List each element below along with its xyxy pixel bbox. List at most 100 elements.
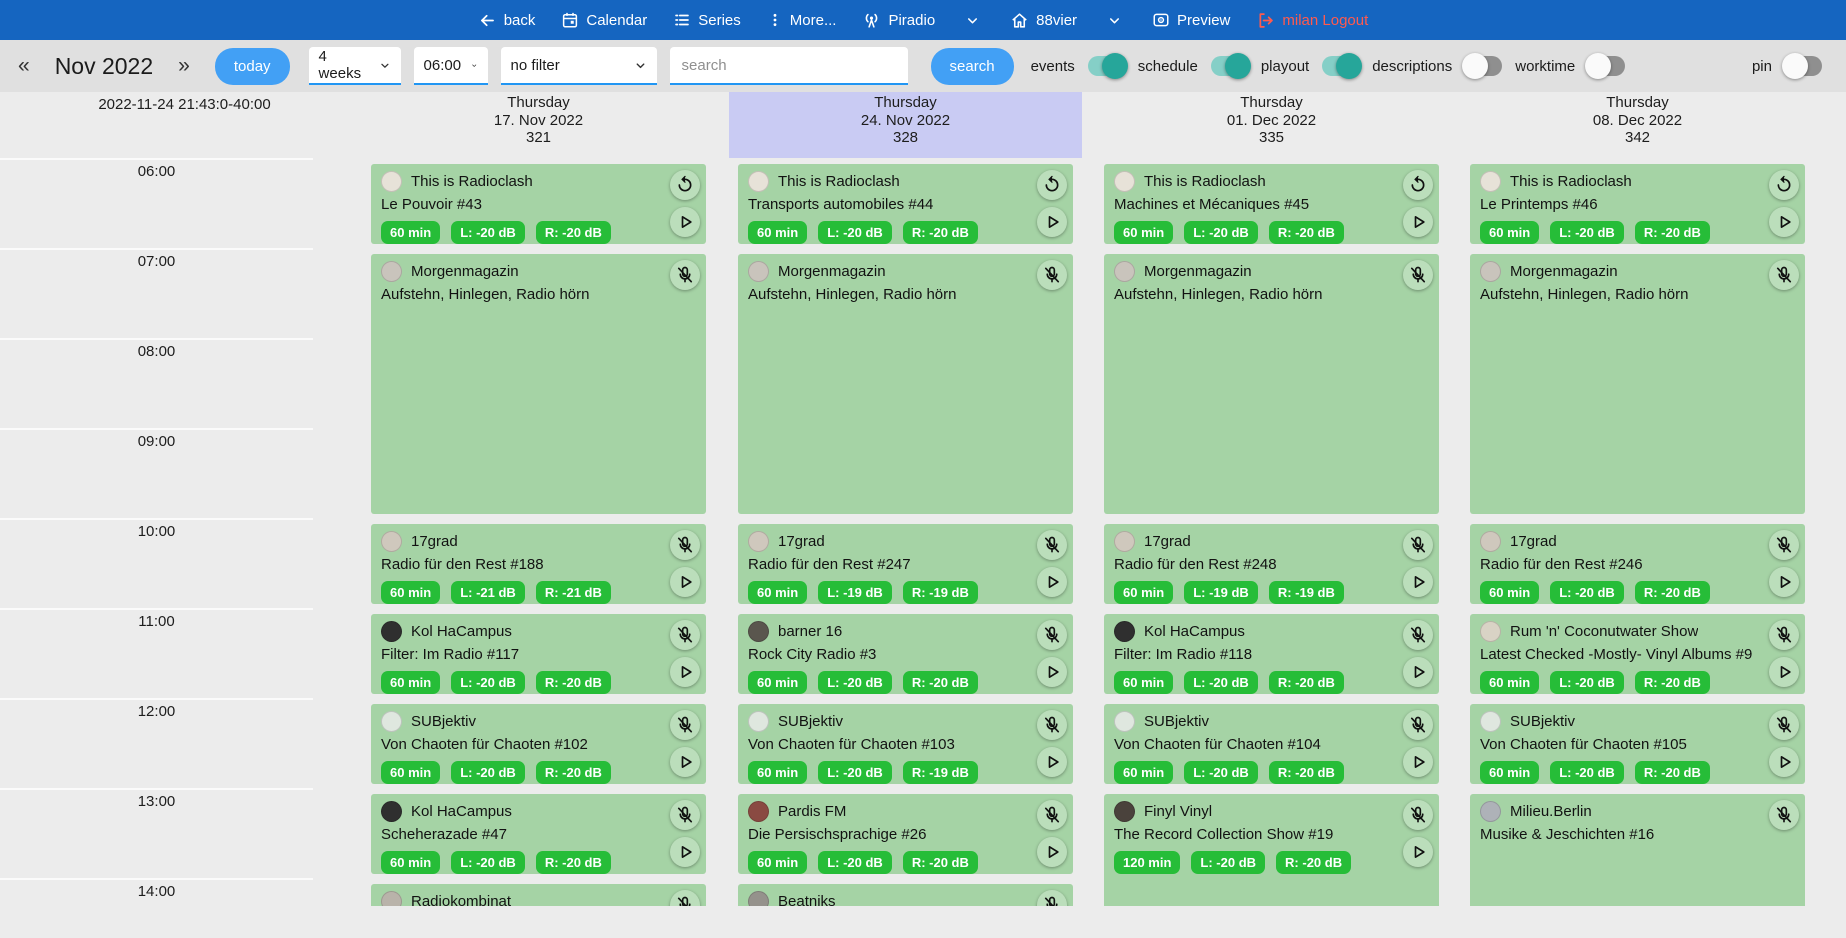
play-button[interactable] xyxy=(670,747,700,777)
next-month-button[interactable]: » xyxy=(178,54,190,77)
mic-off-icon[interactable] xyxy=(1037,530,1067,560)
play-button[interactable] xyxy=(670,207,700,237)
event-card[interactable]: Finyl Vinyl The Record Collection Show #1… xyxy=(1104,794,1439,906)
mic-off-icon[interactable] xyxy=(1403,530,1433,560)
play-button[interactable] xyxy=(1769,747,1799,777)
mic-off-icon[interactable] xyxy=(1769,710,1799,740)
show-avatar xyxy=(381,261,402,282)
event-card[interactable]: Rum 'n' Coconutwater Show Latest Checked … xyxy=(1470,614,1805,694)
play-button[interactable] xyxy=(1037,567,1067,597)
event-card[interactable]: SUBjektiv Von Chaoten für Chaoten #104 60 … xyxy=(1104,704,1439,784)
event-card[interactable]: SUBjektiv Von Chaoten für Chaoten #105 60 … xyxy=(1470,704,1805,784)
mic-off-icon[interactable] xyxy=(1403,620,1433,650)
mic-off-icon[interactable] xyxy=(670,530,700,560)
logout-button[interactable]: milan Logout xyxy=(1256,11,1368,30)
play-button[interactable] xyxy=(1403,747,1433,777)
start-time-select[interactable]: 06:00 xyxy=(413,47,488,85)
mic-off-icon[interactable] xyxy=(670,890,700,906)
event-card[interactable]: barner 16 Rock City Radio #3 60 min L: -20 … xyxy=(738,614,1073,694)
mic-off-icon[interactable] xyxy=(1769,620,1799,650)
mic-off-icon[interactable] xyxy=(670,800,700,830)
mic-off-icon[interactable] xyxy=(1403,800,1433,830)
play-button[interactable] xyxy=(1403,657,1433,687)
level-badge: R: -20 dB xyxy=(1268,221,1344,244)
mic-off-icon[interactable] xyxy=(1403,710,1433,740)
nav-more[interactable]: More... xyxy=(767,11,836,29)
back-button[interactable]: back xyxy=(478,11,535,30)
event-card[interactable]: This is Radioclash Le Pouvoir #43 60 min L:… xyxy=(371,164,706,244)
prev-month-button[interactable]: « xyxy=(18,54,30,77)
event-card[interactable]: Morgenmagazin Aufstehn, Hinlegen, Radio h… xyxy=(738,254,1073,514)
today-button[interactable]: today xyxy=(214,47,290,85)
descriptions-toggle[interactable] xyxy=(1462,53,1503,79)
episode-title: Von Chaoten für Chaoten #103 xyxy=(748,736,955,753)
event-card[interactable]: 17grad Radio für den Rest #246 60 min L: -2… xyxy=(1470,524,1805,604)
play-button[interactable] xyxy=(1769,207,1799,237)
event-card[interactable]: Beatniks xyxy=(738,884,1073,906)
event-card[interactable]: Kol HaCampus Scheherazade #47 60 min L: -20… xyxy=(371,794,706,874)
event-card[interactable]: SUBjektiv Von Chaoten für Chaoten #103 60 … xyxy=(738,704,1073,784)
nav-preview[interactable]: Preview xyxy=(1152,11,1230,29)
replay-button[interactable] xyxy=(1769,170,1799,200)
mic-off-icon[interactable] xyxy=(1769,260,1799,290)
filter-select[interactable]: no filter xyxy=(500,47,657,85)
mic-off-icon[interactable] xyxy=(1769,800,1799,830)
worktime-toggle[interactable] xyxy=(1585,53,1626,79)
nav-series[interactable]: Series xyxy=(673,11,741,29)
schedule-toggle[interactable] xyxy=(1210,53,1251,79)
mic-off-icon[interactable] xyxy=(1403,260,1433,290)
play-button[interactable] xyxy=(670,837,700,867)
event-card[interactable]: 17grad Radio für den Rest #188 60 min L: -2… xyxy=(371,524,706,604)
play-button[interactable] xyxy=(1037,207,1067,237)
play-button[interactable] xyxy=(1037,747,1067,777)
mic-off-icon[interactable] xyxy=(1037,800,1067,830)
mic-off-icon[interactable] xyxy=(1037,260,1067,290)
search-button[interactable]: search xyxy=(930,47,1014,85)
event-card[interactable]: This is Radioclash Le Printemps #46 60 min… xyxy=(1470,164,1805,244)
show-name: This is Radioclash xyxy=(411,173,533,190)
event-card[interactable]: This is Radioclash Transports automobiles… xyxy=(738,164,1073,244)
mic-off-icon[interactable] xyxy=(1037,620,1067,650)
play-button[interactable] xyxy=(1403,567,1433,597)
search-input[interactable] xyxy=(669,47,908,85)
pin-toggle[interactable] xyxy=(1782,53,1822,79)
replay-button[interactable] xyxy=(670,170,700,200)
mic-off-icon[interactable] xyxy=(670,620,700,650)
play-button[interactable] xyxy=(1037,657,1067,687)
playout-toggle[interactable] xyxy=(1322,53,1363,79)
event-card[interactable]: SUBjektiv Von Chaoten für Chaoten #102 60 … xyxy=(371,704,706,784)
mic-off-icon[interactable] xyxy=(1769,530,1799,560)
mic-off-icon[interactable] xyxy=(670,710,700,740)
nav-piradio[interactable]: Piradio xyxy=(862,11,935,30)
event-card[interactable]: 17grad Radio für den Rest #248 60 min L: -1… xyxy=(1104,524,1439,604)
event-card[interactable]: This is Radioclash Machines et Mécaniques… xyxy=(1104,164,1439,244)
replay-button[interactable] xyxy=(1037,170,1067,200)
episode-title: Filter: Im Radio #118 xyxy=(1114,646,1253,663)
event-card[interactable]: Kol HaCampus Filter: Im Radio #118 60 min L… xyxy=(1104,614,1439,694)
play-button[interactable] xyxy=(1403,837,1433,867)
mic-off-icon[interactable] xyxy=(670,260,700,290)
event-card[interactable]: Morgenmagazin Aufstehn, Hinlegen, Radio h… xyxy=(371,254,706,514)
nav-88vier[interactable]: 88vier xyxy=(1010,11,1077,30)
play-button[interactable] xyxy=(670,657,700,687)
range-select[interactable]: 4 weeks xyxy=(308,47,401,85)
nav-calendar[interactable]: Calendar xyxy=(561,11,647,29)
play-button[interactable] xyxy=(1769,567,1799,597)
station-chevron-down-icon[interactable] xyxy=(1107,13,1122,28)
play-button[interactable] xyxy=(1037,837,1067,867)
event-card[interactable]: Morgenmagazin Aufstehn, Hinlegen, Radio h… xyxy=(1104,254,1439,514)
mic-off-icon[interactable] xyxy=(1037,710,1067,740)
events-toggle[interactable] xyxy=(1087,53,1128,79)
replay-button[interactable] xyxy=(1403,170,1433,200)
event-card[interactable]: Morgenmagazin Aufstehn, Hinlegen, Radio h… xyxy=(1470,254,1805,514)
play-button[interactable] xyxy=(1769,657,1799,687)
event-card[interactable]: Kol HaCampus Filter: Im Radio #117 60 min L… xyxy=(371,614,706,694)
piradio-chevron-down-icon[interactable] xyxy=(965,13,980,28)
event-card[interactable]: Milieu.Berlin Musike & Jeschichten #16 xyxy=(1470,794,1805,906)
play-button[interactable] xyxy=(670,567,700,597)
event-card[interactable]: 17grad Radio für den Rest #247 60 min L: -1… xyxy=(738,524,1073,604)
event-card[interactable]: Pardis FM Die Persischsprachige #26 60 min… xyxy=(738,794,1073,874)
play-button[interactable] xyxy=(1403,207,1433,237)
event-card[interactable]: Radiokombinat xyxy=(371,884,706,906)
mic-off-icon[interactable] xyxy=(1037,890,1067,906)
